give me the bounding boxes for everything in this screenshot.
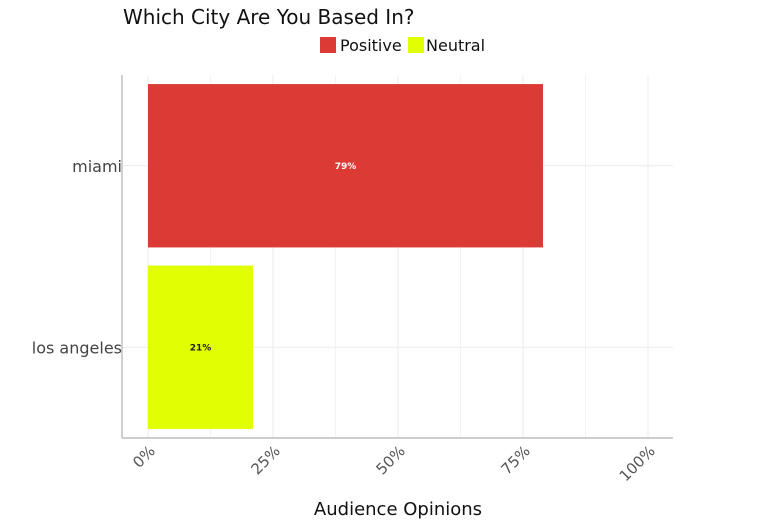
bars: 79% 21% xyxy=(148,84,543,429)
x-tick-label: 0% xyxy=(129,442,159,472)
legend-label-neutral: Neutral xyxy=(426,36,485,55)
legend-label-positive: Positive xyxy=(340,36,402,55)
bar-miami xyxy=(148,84,543,248)
x-tick-labels: 0% 25% 50% 75% 100% xyxy=(129,442,659,485)
data-label: 21% xyxy=(190,343,212,353)
x-tick-label: 50% xyxy=(372,442,408,478)
legend: Positive Neutral xyxy=(320,36,485,55)
legend-swatch-positive xyxy=(320,37,336,53)
x-tick-label: 75% xyxy=(497,442,533,478)
data-label: 79% xyxy=(335,162,357,172)
y-tick-label: los angeles xyxy=(32,338,122,357)
y-tick-label: miami xyxy=(72,157,122,176)
bar-los-angeles xyxy=(148,265,253,429)
x-axis-label: Audience Opinions xyxy=(314,499,482,520)
legend-swatch-neutral xyxy=(408,37,424,53)
x-tick-label: 25% xyxy=(247,442,283,478)
x-tick-label: 100% xyxy=(616,442,659,485)
chart-title: Which City Are You Based In? xyxy=(123,5,415,29)
y-tick-labels: miami los angeles xyxy=(32,157,122,358)
